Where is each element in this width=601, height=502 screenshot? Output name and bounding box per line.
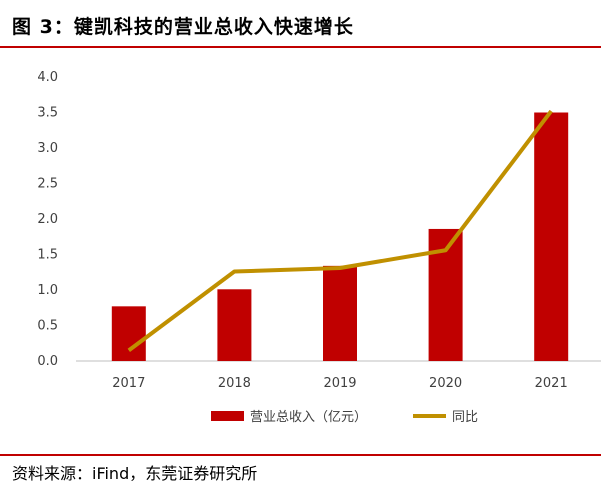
revenue-bar-2017 (111, 306, 146, 361)
x-tick-label: 2020 (429, 376, 462, 391)
source-note: 资料来源：iFind，东莞证券研究所 (12, 464, 258, 483)
y-tick-label: 3.0 (37, 141, 58, 156)
bar-series (111, 112, 569, 361)
x-tick-label: 2017 (112, 376, 145, 391)
y-tick-label: 4.0 (37, 70, 58, 85)
y-tick-label: 1.0 (37, 283, 58, 298)
figure-title: 图 3：键凯科技的营业总收入快速增长 (12, 16, 354, 38)
y-tick-label: 0.0 (37, 354, 58, 369)
legend-swatch-revenue (211, 411, 244, 421)
title-rule (0, 46, 601, 48)
y-tick-label: 0.5 (37, 319, 58, 334)
yoy-line (127, 109, 553, 352)
legend: 营业总收入（亿元） 同比 (211, 410, 478, 425)
x-tick-label: 2021 (535, 376, 568, 391)
y-tick-label: 1.5 (37, 248, 58, 263)
revenue-bar-2019 (323, 265, 357, 361)
y-tick-label: 2.5 (37, 177, 58, 192)
revenue-bar-2018 (217, 289, 252, 361)
x-tick-label: 2019 (323, 376, 356, 391)
x-tick-label: 2018 (218, 376, 251, 391)
y-tick-label: 2.0 (37, 212, 58, 227)
y-axis-ticks: 0.0 0.5 1.0 1.5 2.0 2.5 3.0 3.5 4.0 (37, 70, 58, 369)
y-tick-label: 3.5 (37, 106, 58, 121)
x-axis-ticks: 2017 2018 2019 2020 2021 (112, 376, 567, 391)
legend-label-revenue: 营业总收入（亿元） (250, 410, 367, 425)
source-rule (0, 454, 601, 456)
revenue-chart: 0.0 0.5 1.0 1.5 2.0 2.5 3.0 3.5 4.0 2017 2018 2019… (37, 70, 601, 425)
legend-label-yoy: 同比 (452, 410, 478, 425)
revenue-bar-2021 (534, 112, 569, 361)
